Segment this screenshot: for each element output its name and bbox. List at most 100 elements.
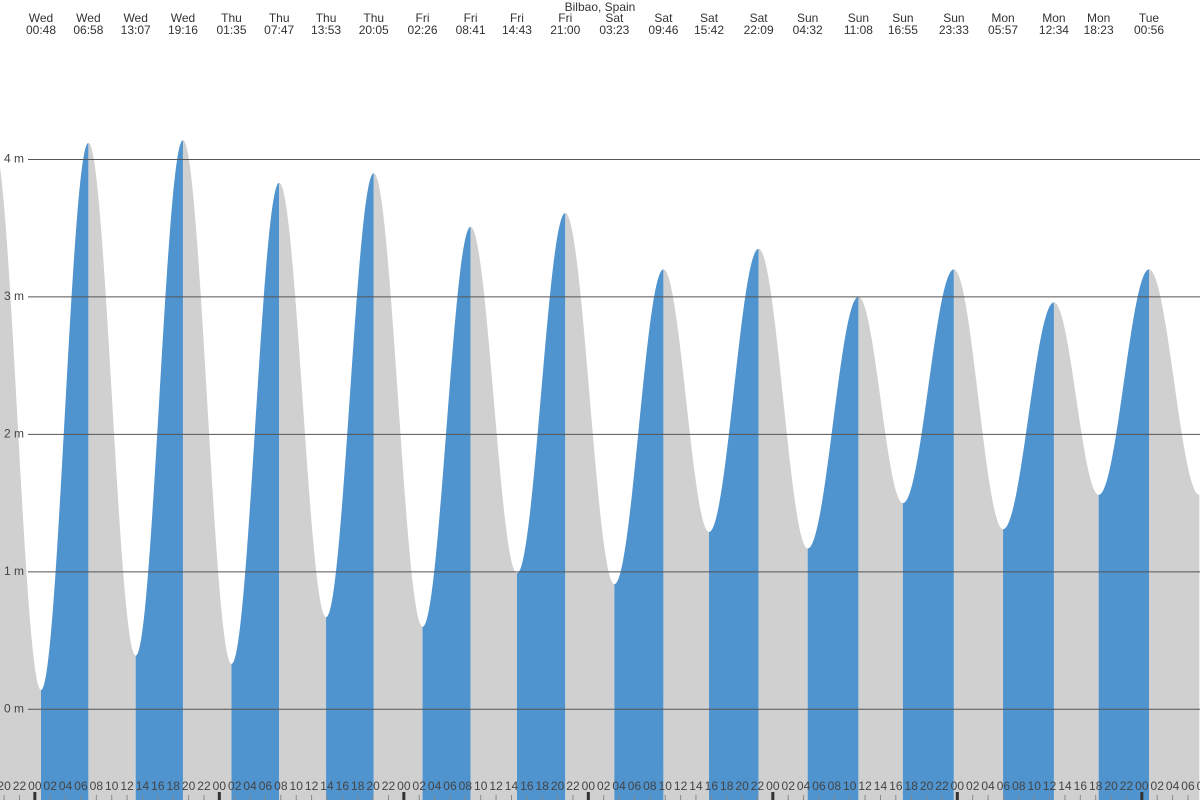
tide-segment [614, 269, 664, 800]
tide-segment [1053, 302, 1099, 800]
extreme-day: Mon [991, 11, 1014, 25]
hour-label: 14 [505, 779, 519, 793]
y-tick-label: 1 m [4, 564, 24, 578]
extreme-day: Wed [29, 11, 53, 25]
hour-label: 08 [90, 779, 104, 793]
hour-label: 20 [366, 779, 380, 793]
tide-segment [326, 173, 374, 800]
hour-label: 22 [935, 779, 949, 793]
hour-label: 00 [397, 779, 411, 793]
extreme-day: Thu [316, 11, 337, 25]
hour-label: 02 [782, 779, 796, 793]
hour-label: 04 [797, 779, 811, 793]
tide-segment [231, 182, 280, 800]
tide-segment [758, 248, 808, 800]
tide-segment [373, 173, 423, 800]
extreme-time: 04:32 [793, 23, 823, 37]
hour-label: 20 [551, 779, 565, 793]
extreme-time: 03:23 [599, 23, 629, 37]
hour-label: 10 [1028, 779, 1042, 793]
extreme-time: 09:46 [648, 23, 678, 37]
hour-label: 10 [474, 779, 488, 793]
hour-label: 18 [351, 779, 365, 793]
hour-label: 12 [674, 779, 688, 793]
tide-segment [41, 142, 89, 800]
hour-label: 14 [1058, 779, 1072, 793]
hour-label: 08 [1197, 779, 1200, 793]
hour-label: 22 [382, 779, 396, 793]
hour-label: 00 [28, 779, 42, 793]
extreme-day: Tue [1139, 11, 1160, 25]
hour-label: 22 [566, 779, 580, 793]
hour-label: 14 [689, 779, 703, 793]
extreme-day: Fri [416, 11, 430, 25]
hour-label: 00 [213, 779, 227, 793]
hour-label: 04 [1166, 779, 1180, 793]
extreme-time: 00:48 [26, 23, 56, 37]
hour-label: 18 [1089, 779, 1103, 793]
hour-label: 18 [167, 779, 181, 793]
hour-label: 12 [1043, 779, 1057, 793]
extreme-day: Sun [797, 11, 818, 25]
hour-label: 00 [582, 779, 596, 793]
hour-label: 00 [951, 779, 965, 793]
hour-label: 12 [858, 779, 872, 793]
hour-label: 16 [336, 779, 350, 793]
hour-label: 10 [659, 779, 673, 793]
hour-label: 10 [843, 779, 857, 793]
hour-label: 08 [828, 779, 842, 793]
hour-label: 10 [105, 779, 119, 793]
y-tick-label: 2 m [4, 427, 24, 441]
hour-label: 06 [259, 779, 273, 793]
hour-label: 12 [120, 779, 134, 793]
hour-label: 18 [720, 779, 734, 793]
hour-label: 02 [597, 779, 611, 793]
extreme-day: Wed [171, 11, 195, 25]
hour-label: 02 [44, 779, 58, 793]
extreme-day: Mon [1042, 11, 1065, 25]
y-tick-label: 4 m [4, 152, 24, 166]
hour-label: 22 [751, 779, 765, 793]
extreme-time: 05:57 [988, 23, 1018, 37]
hour-label: 06 [628, 779, 642, 793]
tide-segment [470, 226, 517, 800]
hour-label: 22 [13, 779, 27, 793]
tide-segment [422, 226, 471, 800]
extreme-time: 22:09 [744, 23, 774, 37]
y-tick-label: 0 m [4, 701, 24, 715]
hour-label: 02 [413, 779, 427, 793]
hour-label: 14 [136, 779, 150, 793]
hour-label: 22 [1120, 779, 1134, 793]
tide-segment [807, 296, 859, 800]
extreme-day: Thu [363, 11, 384, 25]
extreme-day: Mon [1087, 11, 1110, 25]
hour-label: 02 [228, 779, 242, 793]
extreme-time: 20:05 [359, 23, 389, 37]
extreme-time: 19:16 [168, 23, 198, 37]
hour-label: 16 [151, 779, 165, 793]
extreme-time: 21:00 [550, 23, 580, 37]
tide-segment [858, 296, 903, 800]
hour-label: 08 [459, 779, 473, 793]
tide-segment [135, 140, 183, 800]
extreme-day: Fri [558, 11, 572, 25]
hour-label: 14 [320, 779, 334, 793]
extreme-time: 02:26 [408, 23, 438, 37]
hour-label: 02 [966, 779, 980, 793]
hour-label: 04 [428, 779, 442, 793]
extreme-time: 11:08 [844, 23, 873, 37]
hour-label: 22 [197, 779, 211, 793]
hour-label: 20 [1104, 779, 1118, 793]
extreme-time: 16:55 [888, 23, 918, 37]
tide-segment [953, 269, 1004, 800]
extreme-time: 00:56 [1134, 23, 1164, 37]
tide-segment [0, 167, 41, 800]
tide-segment [902, 269, 954, 800]
tide-segment [663, 269, 710, 800]
extreme-time: 12:34 [1039, 23, 1069, 37]
extreme-day: Sat [654, 11, 673, 25]
hour-label: 16 [889, 779, 903, 793]
hour-label: 20 [182, 779, 196, 793]
